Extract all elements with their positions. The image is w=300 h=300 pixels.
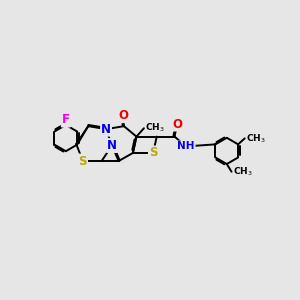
Text: O: O: [172, 118, 182, 130]
Text: CH$_3$: CH$_3$: [246, 132, 266, 145]
Text: O: O: [118, 109, 128, 122]
Text: S: S: [149, 146, 158, 160]
Text: F: F: [62, 113, 70, 126]
Text: N: N: [101, 123, 111, 136]
Text: N: N: [107, 139, 117, 152]
Text: CH$_3$: CH$_3$: [233, 166, 252, 178]
Text: NH: NH: [177, 141, 195, 152]
Text: CH$_3$: CH$_3$: [145, 122, 165, 134]
Text: S: S: [79, 154, 87, 167]
Text: F: F: [62, 113, 70, 126]
